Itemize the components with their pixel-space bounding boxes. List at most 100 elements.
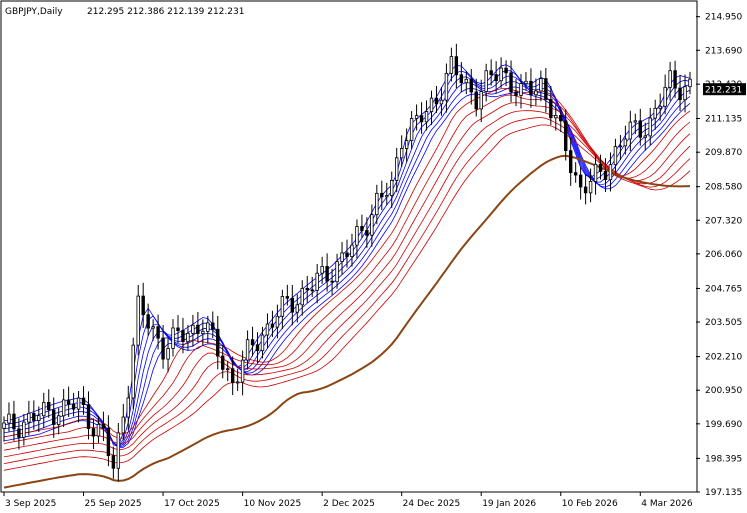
candle-34 [166, 338, 170, 373]
candle-46 [225, 360, 230, 382]
candle-45 [221, 345, 225, 379]
candle-86 [424, 100, 429, 131]
candle-111 [549, 86, 553, 126]
candle-26 [126, 385, 130, 430]
candle-72 [355, 219, 359, 259]
candle-138 [683, 74, 687, 113]
candle-84 [414, 104, 419, 131]
candle-114 [564, 109, 568, 161]
candle-64 [315, 263, 319, 304]
candle-65 [320, 256, 324, 284]
x-axis: 3 Sep 2025 25 Sep 2025 17 Oct 2025 10 Nov 2… [3, 492, 693, 509]
candle-68 [335, 253, 339, 289]
candle-33 [161, 324, 165, 369]
x-tick-label: 25 Sep 2025 [85, 499, 142, 509]
x-tick-label: 4 Mar 2026 [641, 499, 693, 509]
candle-126 [623, 125, 628, 155]
candle-135 [668, 61, 672, 101]
y-axis: 214.950213.690212.420211.135209.870208.5… [696, 13, 742, 498]
candle-130 [643, 122, 647, 151]
candle-58 [285, 284, 290, 306]
last-price-label-text: 212.231 [705, 86, 742, 96]
candle-121 [598, 154, 603, 180]
candle-22 [106, 415, 111, 467]
candle-91 [449, 47, 454, 82]
candle-87 [429, 90, 434, 125]
candle-88 [434, 86, 439, 113]
candle-5 [22, 413, 26, 446]
y-tick-label: 200.950 [705, 386, 742, 396]
candle-52 [255, 332, 260, 364]
candle-137 [678, 74, 682, 112]
candle-118 [583, 174, 588, 205]
candle-99 [489, 59, 493, 86]
candle-116 [573, 162, 578, 183]
candle-61 [300, 280, 304, 316]
plot-area-border [0, 0, 698, 493]
y-tick-label: 214.950 [705, 13, 742, 23]
x-tick-label: 17 Oct 2025 [164, 499, 220, 509]
y-tick-label: 204.765 [705, 284, 742, 294]
candle-123 [608, 152, 613, 192]
candle-62 [305, 275, 309, 303]
candle-32 [156, 314, 160, 350]
candle-21 [101, 411, 106, 442]
candle-98 [484, 63, 488, 102]
candle-24 [116, 422, 121, 482]
candle-97 [479, 79, 483, 123]
candle-57 [280, 289, 285, 330]
candle-96 [474, 78, 478, 117]
candle-127 [628, 110, 633, 152]
candle-110 [544, 68, 548, 113]
candle-94 [464, 70, 469, 95]
x-tick-label: 10 Nov 2025 [244, 499, 302, 509]
candle-4 [17, 418, 21, 450]
candle-104 [514, 78, 518, 107]
candle-9 [42, 392, 46, 429]
candle-83 [409, 111, 414, 150]
candle-43 [211, 311, 215, 338]
candle-90 [444, 63, 449, 113]
candle-44 [216, 315, 220, 370]
chart-title-ohlc: 212.295 212.386 212.139 212.231 [87, 7, 244, 17]
candle-95 [469, 69, 473, 105]
candle-36 [176, 315, 180, 344]
candle-92 [454, 43, 459, 89]
candle-28 [136, 284, 140, 356]
y-tick-label: 208.580 [705, 183, 742, 193]
candle-55 [270, 310, 275, 337]
candle-67 [330, 268, 334, 295]
candle-139 [688, 71, 692, 95]
candle-41 [201, 319, 205, 346]
candle-120 [593, 155, 598, 195]
candle-106 [524, 72, 528, 91]
ma-line-8 [3, 94, 691, 444]
candle-17 [81, 386, 86, 415]
candle-101 [499, 57, 503, 88]
y-tick-label: 209.870 [705, 148, 742, 158]
candle-103 [509, 60, 513, 103]
x-tick-label: 2 Dec 2025 [323, 499, 375, 509]
candle-133 [658, 93, 662, 121]
x-tick-label: 24 Dec 2025 [403, 499, 461, 509]
x-tick-label: 3 Sep 2025 [5, 499, 56, 509]
candle-85 [419, 102, 424, 134]
candle-131 [648, 107, 652, 146]
y-tick-label: 211.135 [705, 114, 742, 124]
candle-66 [325, 253, 329, 292]
candle-112 [554, 103, 558, 131]
y-tick-label: 197.135 [705, 488, 742, 498]
candle-56 [275, 304, 280, 339]
candle-54 [265, 313, 270, 349]
candle-23 [111, 446, 116, 479]
candle-11 [52, 397, 56, 438]
candle-129 [638, 108, 642, 146]
candle-50 [245, 330, 250, 370]
candle-12 [56, 407, 61, 435]
candle-18 [86, 391, 91, 440]
candle-39 [191, 314, 195, 347]
candle-75 [370, 204, 374, 247]
candle-82 [404, 128, 409, 162]
candle-35 [171, 319, 175, 357]
